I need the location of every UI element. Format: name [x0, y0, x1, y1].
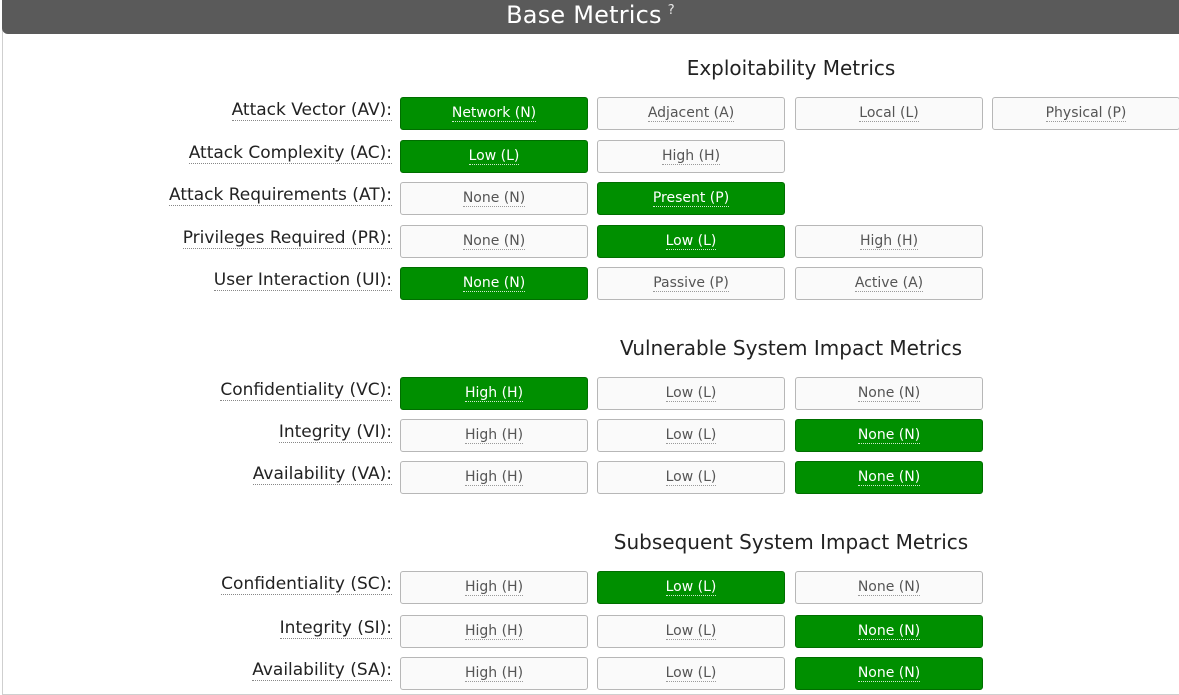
option-si-low[interactable]: Low (L) [597, 615, 785, 648]
option-ui-none[interactable]: None (N) [400, 267, 588, 300]
option-va-none[interactable]: None (N) [795, 461, 983, 494]
metric-row-privileges-required: Privileges Required (PR): None (N) Low (… [0, 224, 1179, 258]
option-av-physical[interactable]: Physical (P) [992, 97, 1179, 130]
metric-row-si: Integrity (SI): High (H) Low (L) None (N… [0, 614, 1179, 648]
metric-row-sa: Availability (SA): High (H) Low (L) None… [0, 656, 1179, 690]
option-ui-passive[interactable]: Passive (P) [597, 267, 785, 300]
metric-label-si: Integrity (SI): [279, 618, 392, 639]
option-av-adjacent[interactable]: Adjacent (A) [597, 97, 785, 130]
option-pr-low[interactable]: Low (L) [597, 225, 785, 258]
option-si-high[interactable]: High (H) [400, 615, 588, 648]
option-av-network[interactable]: Network (N) [400, 97, 588, 130]
metric-label-privileges-required: Privileges Required (PR): [182, 228, 392, 249]
option-av-local[interactable]: Local (L) [795, 97, 983, 130]
option-ac-high[interactable]: High (H) [597, 140, 785, 173]
metric-row-user-interaction: User Interaction (UI): None (N) Passive … [0, 266, 1179, 300]
option-vc-low[interactable]: Low (L) [597, 377, 785, 410]
metric-row-sc: Confidentiality (SC): High (H) Low (L) N… [0, 570, 1179, 604]
option-sc-high[interactable]: High (H) [400, 571, 588, 604]
option-vi-low[interactable]: Low (L) [597, 419, 785, 452]
metric-label-attack-vector: Attack Vector (AV): [231, 100, 392, 121]
metric-row-attack-vector: Attack Vector (AV): Network (N) Adjacent… [0, 96, 1179, 130]
metric-label-va: Availability (VA): [252, 464, 392, 485]
base-metrics-header: Base Metrics? [2, 0, 1179, 34]
option-at-present[interactable]: Present (P) [597, 182, 785, 215]
option-vc-none[interactable]: None (N) [795, 377, 983, 410]
option-sc-low[interactable]: Low (L) [597, 571, 785, 604]
metric-row-attack-complexity: Attack Complexity (AC): Low (L) High (H) [0, 139, 1179, 173]
option-at-none[interactable]: None (N) [400, 182, 588, 215]
metric-row-va: Availability (VA): High (H) Low (L) None… [0, 460, 1179, 494]
option-vi-none[interactable]: None (N) [795, 419, 983, 452]
option-pr-none[interactable]: None (N) [400, 225, 588, 258]
option-vc-high[interactable]: High (H) [400, 377, 588, 410]
option-sc-none[interactable]: None (N) [795, 571, 983, 604]
metric-label-vc: Confidentiality (VC): [220, 380, 392, 401]
option-va-low[interactable]: Low (L) [597, 461, 785, 494]
metric-label-vi: Integrity (VI): [278, 422, 392, 443]
metric-label-sa: Availability (SA): [252, 660, 392, 681]
metric-label-user-interaction: User Interaction (UI): [213, 270, 392, 291]
metric-row-attack-requirements: Attack Requirements (AT): None (N) Prese… [0, 181, 1179, 215]
section-title-vulnerable-system: Vulnerable System Impact Metrics [620, 336, 962, 360]
metric-row-vi: Integrity (VI): High (H) Low (L) None (N… [0, 418, 1179, 452]
option-sa-high[interactable]: High (H) [400, 657, 588, 690]
section-title-exploitability: Exploitability Metrics [686, 56, 896, 80]
metric-label-sc: Confidentiality (SC): [221, 574, 392, 595]
option-va-high[interactable]: High (H) [400, 461, 588, 494]
base-metrics-title: Base Metrics? [2, 0, 1179, 30]
header-title-text: Base Metrics [506, 1, 662, 29]
option-sa-none[interactable]: None (N) [795, 657, 983, 690]
option-sa-low[interactable]: Low (L) [597, 657, 785, 690]
option-pr-high[interactable]: High (H) [795, 225, 983, 258]
metric-label-attack-requirements: Attack Requirements (AT): [169, 185, 392, 206]
metric-label-attack-complexity: Attack Complexity (AC): [188, 143, 392, 164]
section-title-subsequent-system: Subsequent System Impact Metrics [613, 530, 969, 554]
help-icon[interactable]: ? [667, 3, 675, 18]
option-vi-high[interactable]: High (H) [400, 419, 588, 452]
option-si-none[interactable]: None (N) [795, 615, 983, 648]
metric-row-vc: Confidentiality (VC): High (H) Low (L) N… [0, 376, 1179, 410]
option-ac-low[interactable]: Low (L) [400, 140, 588, 173]
option-ui-active[interactable]: Active (A) [795, 267, 983, 300]
